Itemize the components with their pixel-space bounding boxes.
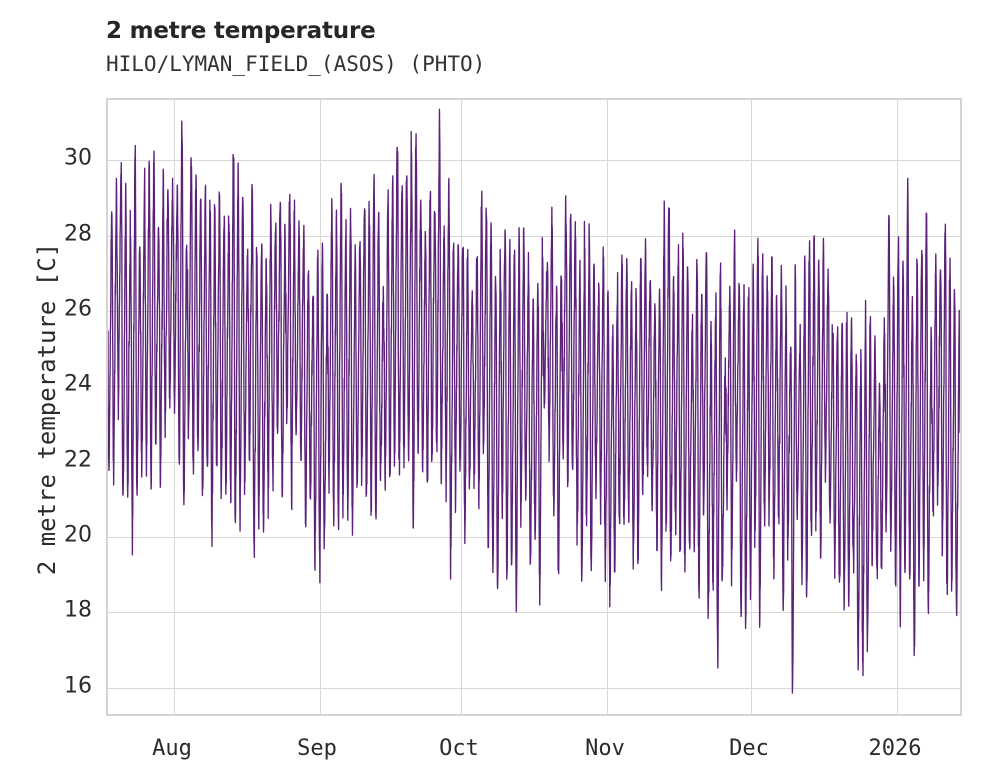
x-tick-label: 2026 — [868, 736, 922, 761]
y-tick-label: 20 — [64, 522, 92, 548]
gridline-horizontal — [108, 160, 960, 162]
x-tick-label: Nov — [585, 736, 625, 761]
plot-area — [106, 98, 962, 716]
y-tick-label: 30 — [64, 145, 92, 171]
y-tick-label: 26 — [64, 296, 92, 322]
y-tick-label: 24 — [64, 371, 92, 397]
series-line — [108, 109, 960, 693]
x-axis-ticks: Aug Sep Oct Nov Dec 2026 — [106, 736, 962, 768]
temperature-series — [108, 100, 960, 714]
y-tick-label: 18 — [64, 597, 92, 623]
x-tick-label: Aug — [152, 736, 192, 761]
x-tick-label: Dec — [729, 736, 769, 761]
y-tick-label: 28 — [64, 221, 92, 247]
y-tick-label: 16 — [64, 673, 92, 699]
y-axis-ticks: 16 18 20 22 24 26 28 30 — [40, 98, 92, 716]
gridline-horizontal — [108, 537, 960, 539]
gridline-horizontal — [108, 235, 960, 237]
gridline-horizontal — [108, 687, 960, 689]
x-tick-label: Oct — [439, 736, 479, 761]
x-tick-label: Sep — [297, 736, 337, 761]
y-tick-label: 22 — [64, 447, 92, 473]
page-title: 2 metre temperature — [106, 18, 376, 44]
gridline-horizontal — [108, 612, 960, 614]
chart-subtitle: HILO/LYMAN_FIELD_(ASOS) (PHTO) — [106, 52, 486, 76]
